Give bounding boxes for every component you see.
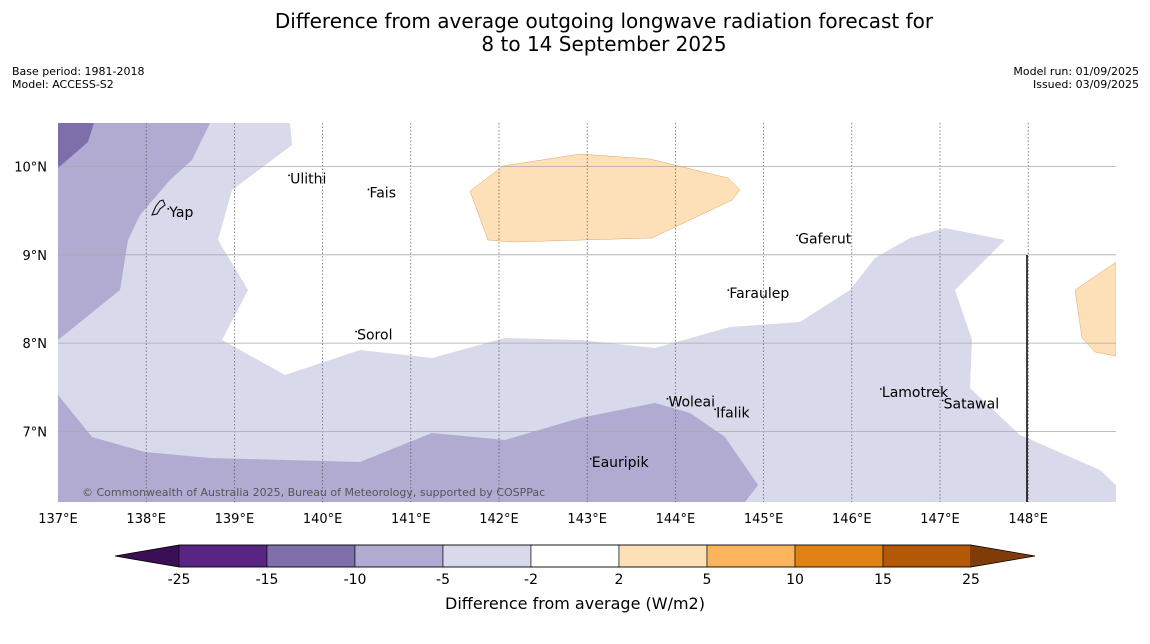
colorbar-bands (178, 544, 972, 568)
place-label: Fais (369, 185, 396, 201)
colorbar-band (442, 544, 532, 568)
colorbar-band (354, 544, 444, 568)
place-satawal: Satawal (941, 396, 999, 412)
longitude-labels: 137°E 138°E 139°E 140°E 141°E 142°E 143°E 144°E… (38, 512, 1048, 527)
model-name: Model: ACCESS-S2 (12, 78, 114, 91)
latitude-label: 7°N (23, 425, 48, 440)
colorbar-band (706, 544, 796, 568)
places-layer: Yap Ulithi Fais Gaferut Faraulep Sorol Lamotre… (167, 171, 999, 471)
colorbar-tick-label: -10 (344, 572, 367, 588)
colorbar-ticks: -25 -15 -10 -5 -2 2 5 10 15 25 (168, 572, 980, 588)
longitude-label: 147°E (920, 512, 960, 527)
place-marker (355, 330, 358, 333)
colorbar-tick-label: -2 (524, 572, 538, 588)
colorbar-band (530, 544, 620, 568)
place-marker (367, 188, 370, 191)
place-label: Ulithi (290, 171, 326, 187)
place-gaferut: Gaferut (796, 231, 852, 247)
place-ifalik: Ifalik (714, 405, 751, 421)
issued-date: Issued: 03/09/2025 (1032, 78, 1139, 91)
place-marker (796, 234, 799, 237)
place-woleai: Woleai (666, 395, 715, 411)
place-faraulep: Faraulep (727, 286, 789, 302)
longitude-label: 141°E (391, 512, 431, 527)
colorbar-band (266, 544, 356, 568)
place-marker (167, 207, 170, 210)
anomaly-positive-east (1074, 261, 1116, 357)
colorbar-label: Difference from average (W/m2) (445, 594, 705, 613)
meta-left: Base period: 1981-2018 Model: ACCESS-S2 (12, 65, 144, 91)
colorbar-band (882, 544, 972, 568)
place-label: Sorol (357, 328, 392, 344)
longitude-gridlines (145, 123, 1029, 502)
place-sorol: Sorol (355, 328, 392, 344)
title-line-1: Difference from average outgoing longwav… (274, 9, 934, 33)
colorbar-tick-label: 5 (703, 572, 712, 588)
colorbar-under-arrow (115, 545, 179, 567)
map-area: Yap Ulithi Fais Gaferut Faraulep Sorol Lamotre… (58, 123, 1116, 502)
place-lamotrek: Lamotrek (880, 385, 949, 401)
place-label: Gaferut (798, 231, 852, 247)
anomaly-band-dark (58, 123, 94, 168)
place-label: Ifalik (716, 405, 750, 421)
colorbar-tick-label: 15 (874, 572, 892, 588)
place-label: Satawal (944, 396, 999, 412)
place-marker (714, 408, 716, 411)
colorbar-outline (114, 544, 1036, 568)
place-marker (941, 399, 944, 402)
place-label: Eauripik (592, 455, 650, 471)
colorbar-over-arrow (971, 545, 1035, 567)
anomaly-positive-north (469, 153, 741, 243)
place-label: Faraulep (729, 286, 789, 302)
longitude-label: 143°E (567, 512, 607, 527)
longitude-label: 138°E (126, 512, 166, 527)
longitude-label: 137°E (38, 512, 78, 527)
colorbar-tick-label: -25 (168, 572, 191, 588)
longitude-label: 145°E (744, 512, 784, 527)
place-marker (880, 388, 882, 390)
longitude-label: 146°E (832, 512, 872, 527)
base-period: Base period: 1981-2018 (12, 65, 145, 78)
longitude-label: 139°E (215, 512, 255, 527)
colorbar-tick-label: -15 (256, 572, 279, 588)
latitude-label: 8°N (23, 337, 48, 352)
place-label: Woleai (668, 395, 715, 411)
latitude-label: 10°N (14, 161, 47, 176)
colorbar-band (794, 544, 884, 568)
place-marker (589, 457, 592, 460)
place-label: Lamotrek (882, 385, 949, 401)
latitude-label: 9°N (23, 249, 48, 264)
place-marker (288, 174, 290, 177)
colorbar-tick-label: -5 (436, 572, 450, 588)
latitude-labels: 10°N 9°N 8°N 7°N (14, 161, 47, 441)
colorbar-tick-label: 2 (615, 572, 624, 588)
meta-right: Model run: 01/09/2025 Issued: 03/09/2025 (1013, 65, 1139, 91)
place-marker (666, 397, 669, 400)
yap-island-shape (151, 199, 166, 216)
colorbar: -25 -15 -10 -5 -2 2 5 10 15 25 Difference from av… (114, 544, 1036, 613)
anomaly-band-medium-left (58, 123, 210, 340)
place-label: Yap (168, 205, 193, 221)
colorbar-band (178, 544, 268, 568)
colorbar-tick-label: 25 (962, 572, 980, 588)
place-fais: Fais (367, 185, 396, 201)
place-eauripik: Eauripik (589, 455, 650, 471)
place-yap: Yap (167, 205, 193, 221)
title-line-2: 8 to 14 September 2025 (481, 32, 727, 56)
longitude-label: 144°E (656, 512, 696, 527)
longitude-label: 140°E (303, 512, 343, 527)
colorbar-tick-label: 10 (786, 572, 804, 588)
longitude-label: 148°E (1008, 512, 1048, 527)
colorbar-band (618, 544, 708, 568)
latitude-gridlines (58, 166, 1116, 432)
model-run: Model run: 01/09/2025 (1013, 65, 1139, 78)
place-marker (727, 289, 730, 292)
anomaly-band-medium-bottom (58, 395, 758, 502)
place-ulithi: Ulithi (288, 171, 326, 187)
copyright-text: © Commonwealth of Australia 2025, Bureau… (82, 486, 545, 499)
longitude-label: 142°E (479, 512, 519, 527)
chart-title: Difference from average outgoing longwav… (0, 10, 1150, 56)
